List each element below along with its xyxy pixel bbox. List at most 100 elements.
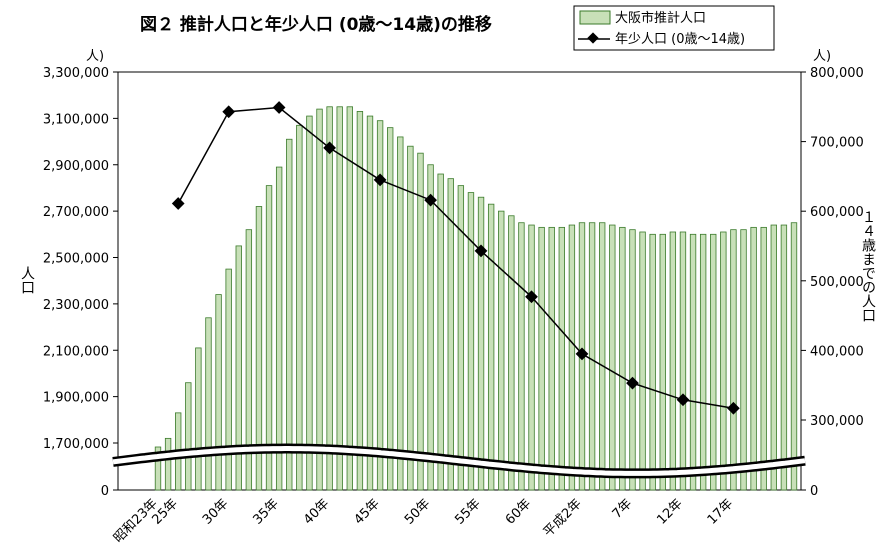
axis-break-inner xyxy=(112,446,806,476)
legend-bar-swatch xyxy=(579,10,611,25)
right-tick-label: 800,000 xyxy=(810,66,864,81)
bar xyxy=(235,245,242,491)
line-point xyxy=(373,173,387,187)
bar xyxy=(356,111,364,491)
left-axis-ticks: 0 1,700,000 1,900,000 2,100,000 2,300,000 2,5… xyxy=(43,66,118,499)
bar xyxy=(316,108,323,491)
bar xyxy=(599,222,606,491)
left-axis-label: 人口 xyxy=(19,266,35,294)
bar xyxy=(730,229,737,491)
bar xyxy=(306,115,313,491)
x-tick-label: 40年 xyxy=(301,496,332,527)
right-axis-ticks: 0 300,000 400,000 500,000 600,000 700,000 800,… xyxy=(801,66,864,499)
right-axis-unit: 人) xyxy=(813,49,831,64)
right-tick-label: 600,000 xyxy=(810,205,864,220)
line-point xyxy=(171,197,185,210)
x-tick-label: 7年 xyxy=(610,496,636,522)
bar xyxy=(376,120,384,491)
x-tick-label: 35年 xyxy=(250,496,281,527)
bar xyxy=(508,215,515,491)
bar xyxy=(265,185,273,491)
bar xyxy=(275,166,283,491)
bar xyxy=(710,233,717,491)
left-tick-label: 0 xyxy=(101,484,109,499)
x-tick-label: 45年 xyxy=(351,496,382,527)
bar xyxy=(154,446,162,491)
bar xyxy=(679,231,687,491)
x-tick-label: 60年 xyxy=(503,496,534,527)
left-tick-label: 2,300,000 xyxy=(43,298,109,313)
left-tick-label: 2,500,000 xyxy=(43,252,109,267)
bar xyxy=(720,231,727,491)
legend-line-marker xyxy=(587,32,599,44)
line-point xyxy=(626,376,639,390)
bar xyxy=(215,294,222,491)
left-tick-label: 2,900,000 xyxy=(43,159,109,174)
bar xyxy=(437,173,444,491)
line-path xyxy=(177,106,734,409)
right-axis-label: １４歳までの人口 xyxy=(860,210,876,322)
bar xyxy=(548,226,555,491)
right-tick-label: 0 xyxy=(810,484,818,499)
left-tick-label: 1,900,000 xyxy=(43,391,109,406)
bar xyxy=(286,138,293,491)
line-point xyxy=(323,141,336,155)
x-tick-label: 30年 xyxy=(200,496,231,527)
line-point xyxy=(424,193,437,207)
line-point xyxy=(727,401,740,415)
bar xyxy=(164,437,172,491)
bar xyxy=(699,233,707,491)
x-tick-label: 17年 xyxy=(705,496,736,527)
bar xyxy=(296,124,303,491)
bar xyxy=(619,226,626,491)
bar xyxy=(790,222,798,491)
bar-series xyxy=(154,106,798,491)
bar xyxy=(467,192,475,491)
x-tick-label: 50年 xyxy=(402,496,433,527)
line-point xyxy=(474,244,488,258)
bar xyxy=(407,145,414,491)
bar xyxy=(205,317,212,491)
bar xyxy=(780,224,788,491)
line-point xyxy=(676,393,690,407)
left-tick-label: 2,700,000 xyxy=(43,205,109,220)
bar xyxy=(659,233,666,491)
axis-break xyxy=(112,443,806,479)
bar xyxy=(326,106,333,491)
bar xyxy=(689,233,697,491)
bar xyxy=(336,106,343,491)
bar xyxy=(518,222,525,491)
bar xyxy=(740,229,747,491)
bar xyxy=(588,222,596,491)
bar xyxy=(760,226,767,491)
bar xyxy=(185,382,192,491)
left-tick-label: 2,100,000 xyxy=(43,344,109,359)
bar xyxy=(427,164,434,491)
bar xyxy=(477,196,485,491)
right-tick-label: 500,000 xyxy=(810,275,864,290)
bar xyxy=(225,268,232,491)
bar xyxy=(558,226,565,491)
bar xyxy=(487,203,495,491)
bar xyxy=(649,233,656,491)
bar xyxy=(609,224,616,491)
bar xyxy=(245,229,253,491)
bar xyxy=(457,185,465,491)
bar xyxy=(346,106,353,491)
bar xyxy=(387,127,394,491)
chart-title: 図２ 推計人口と年少人口 (0歳～14歳)の推移 xyxy=(140,14,492,35)
bar xyxy=(195,347,202,491)
left-tick-label: 3,100,000 xyxy=(43,112,109,127)
bar xyxy=(498,210,505,491)
left-axis-unit: 人) xyxy=(86,49,104,64)
legend-bar-label: 大阪市推計人口 xyxy=(615,10,706,26)
bar xyxy=(669,231,677,491)
right-tick-label: 300,000 xyxy=(810,414,864,429)
x-tick-label: 12年 xyxy=(654,496,685,527)
bar xyxy=(639,231,646,491)
line-point xyxy=(272,101,286,114)
left-tick-label: 1,700,000 xyxy=(43,437,109,452)
